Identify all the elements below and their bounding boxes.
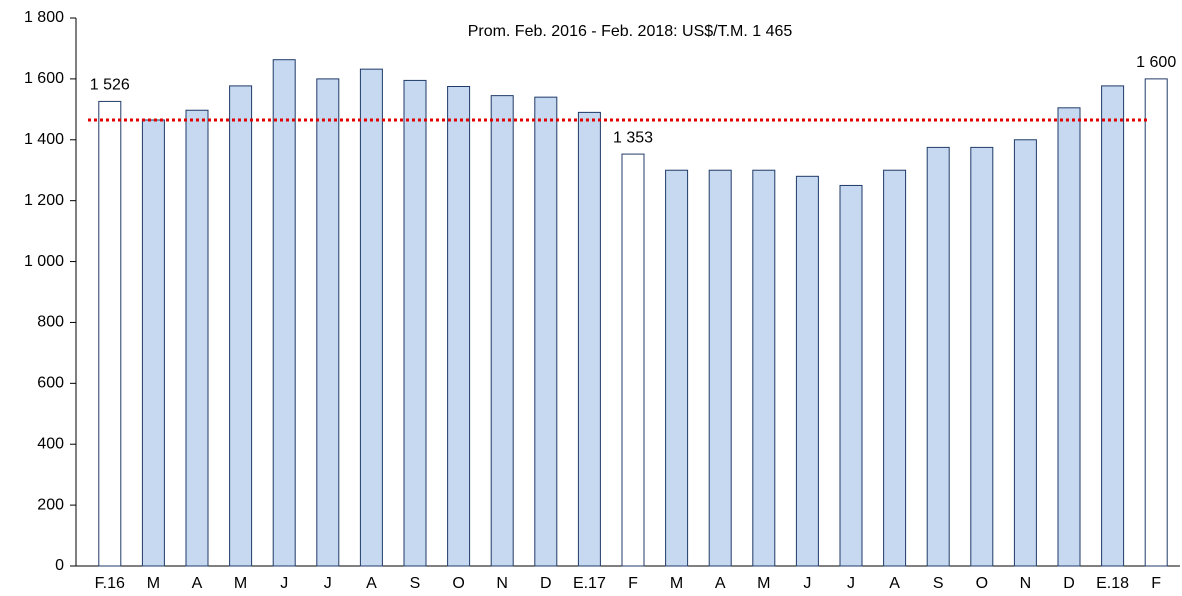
bar: [185, 109, 209, 567]
x-tick-label: F.16: [95, 575, 125, 592]
bar: [708, 169, 732, 567]
value-label: 1 526: [90, 77, 130, 94]
x-tick-label: A: [889, 575, 900, 592]
y-tick-label: 1 600: [24, 70, 64, 87]
x-tick-label: M: [147, 575, 160, 592]
bar: [490, 95, 514, 567]
annotation: Prom. Feb. 2016 - Feb. 2018: US$/T.M. 1 …: [468, 23, 793, 40]
y-tick-label: 800: [37, 314, 64, 331]
bar: [534, 96, 558, 567]
bar: [1057, 107, 1081, 567]
bar: [621, 153, 645, 567]
bar: [1101, 85, 1125, 567]
y-tick-label: 1 400: [24, 131, 64, 148]
y-tick-label: 1 800: [24, 9, 64, 26]
x-tick-label: E.17: [573, 575, 606, 592]
bar: [272, 59, 296, 567]
x-tick-label: J: [324, 575, 332, 592]
bar: [883, 169, 907, 567]
bar: [1013, 139, 1037, 567]
value-label: 1 353: [613, 129, 653, 146]
y-tick-label: 0: [55, 557, 64, 574]
x-tick-label: A: [366, 575, 377, 592]
x-tick-label: M: [757, 575, 770, 592]
x-tick-label: E.18: [1096, 575, 1129, 592]
y-tick-label: 600: [37, 375, 64, 392]
x-tick-label: F: [628, 575, 638, 592]
x-tick-label: J: [847, 575, 855, 592]
y-tick-label: 1 000: [24, 253, 64, 270]
bar: [229, 85, 253, 567]
x-tick-label: J: [803, 575, 811, 592]
bar: [316, 78, 340, 567]
bar: [839, 184, 863, 567]
bar: [1144, 78, 1168, 567]
x-tick-label: D: [540, 575, 552, 592]
bar: [577, 111, 601, 567]
value-label: 1 600: [1136, 54, 1176, 71]
x-tick-label: M: [670, 575, 683, 592]
x-tick-label: F: [1151, 575, 1161, 592]
bar: [98, 100, 122, 567]
x-tick-label: D: [1063, 575, 1075, 592]
bar: [970, 146, 994, 567]
bar: [141, 119, 165, 567]
bar: [752, 169, 776, 567]
y-tick-label: 200: [37, 496, 64, 513]
bar: [926, 146, 950, 567]
bar: [403, 79, 427, 567]
x-tick-label: A: [192, 575, 203, 592]
bar: [359, 68, 383, 567]
x-tick-label: J: [280, 575, 288, 592]
x-tick-label: N: [496, 575, 508, 592]
x-tick-label: N: [1020, 575, 1032, 592]
y-tick-label: 400: [37, 435, 64, 452]
x-tick-label: A: [715, 575, 726, 592]
bar: [447, 86, 471, 567]
x-tick-label: M: [234, 575, 247, 592]
x-tick-label: S: [933, 575, 944, 592]
y-tick-label: 1 200: [24, 192, 64, 209]
x-tick-label: S: [410, 575, 421, 592]
x-tick-label: O: [976, 575, 988, 592]
x-tick-label: O: [452, 575, 464, 592]
bar: [665, 169, 689, 567]
bar: [795, 175, 819, 567]
